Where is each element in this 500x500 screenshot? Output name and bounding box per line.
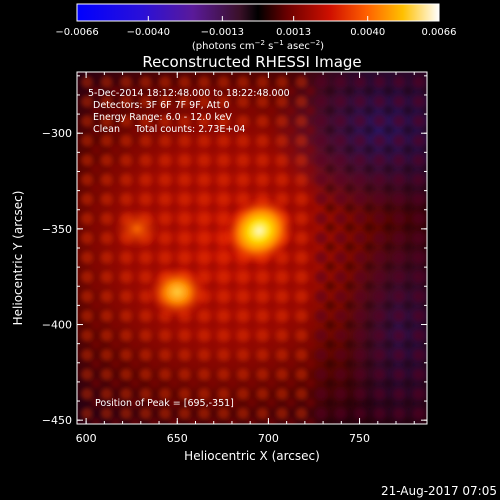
footer-date: 21-Aug-2017 07:05 xyxy=(381,484,497,498)
y-tick-label: −350 xyxy=(42,223,72,236)
colorbar-tick-label: −0.0040 xyxy=(127,27,170,38)
x-tick-label: 600 xyxy=(76,432,97,445)
annotation-detectors: Detectors: 3F 6F 7F 9F, Att 0 xyxy=(93,100,230,111)
colorbar-tick-label: 0.0040 xyxy=(350,27,385,38)
colorbar-unit: (photons cm−2 s−1 asec−2) xyxy=(192,39,324,52)
y-axis-ticks: −300 −350 −400 −450 xyxy=(42,75,427,427)
x-tick-label: 750 xyxy=(349,432,370,445)
colorbar xyxy=(76,3,440,22)
y-tick-label: −400 xyxy=(42,319,72,332)
y-tick-label: −300 xyxy=(42,127,72,140)
y-axis-label: Heliocentric Y (arcsec) xyxy=(11,191,25,326)
colorbar-tick-label: −0.0013 xyxy=(201,27,244,38)
heatmap-image xyxy=(77,72,427,424)
source-blob xyxy=(113,208,161,250)
y-tick-label: −450 xyxy=(42,414,72,427)
annotation-time-range: 5-Dec-2014 18:12:48.000 to 18:22:48.000 xyxy=(88,88,290,99)
chart-title: Reconstructed RHESSI Image xyxy=(142,53,361,71)
x-tick-label: 700 xyxy=(258,432,279,445)
source-blob xyxy=(224,197,295,265)
x-axis-ticks: 600 650 700 750 xyxy=(76,72,415,445)
annotation-peak-position: Position of Peak = [695,-351] xyxy=(95,398,234,409)
colorbar-tick-label: 0.0013 xyxy=(276,27,311,38)
colorbar-tick-label: 0.0066 xyxy=(422,27,457,38)
annotation-energy-range: Energy Range: 6.0 - 12.0 keV xyxy=(93,112,232,123)
colorbar-ticks: −0.0066 −0.0040 −0.0013 0.0013 0.0040 0.0066 xyxy=(55,16,457,38)
colorbar-tick-label: −0.0066 xyxy=(55,27,98,38)
x-axis-label: Heliocentric X (arcsec) xyxy=(184,449,320,463)
source-blob xyxy=(148,266,207,318)
x-tick-label: 650 xyxy=(167,432,188,445)
annotation-clean: Clean Total counts: 2.73E+04 xyxy=(93,124,245,135)
